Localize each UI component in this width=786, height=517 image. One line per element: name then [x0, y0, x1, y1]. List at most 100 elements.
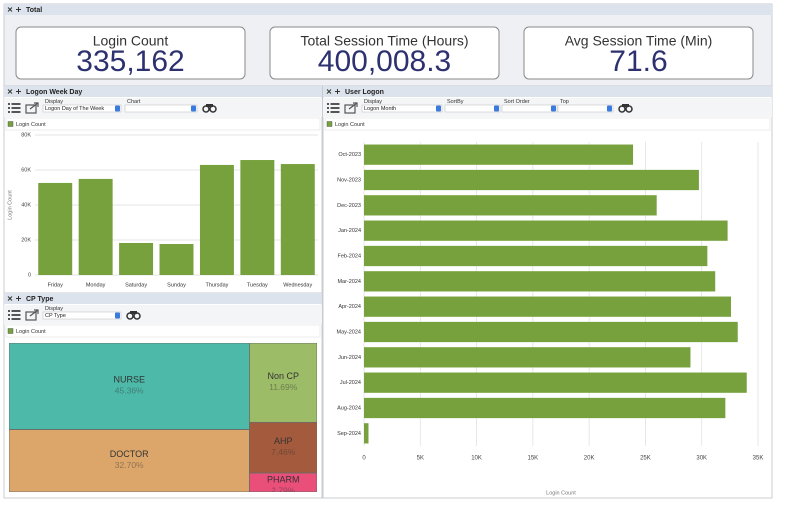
search-button[interactable]	[618, 104, 633, 113]
dropdown[interactable]	[557, 104, 614, 113]
icon	[327, 103, 329, 105]
icon	[11, 103, 21, 105]
dropdown-box	[124, 104, 198, 113]
panel-header	[4, 293, 322, 304]
close-button[interactable]	[7, 7, 13, 12]
export-button[interactable]	[25, 309, 39, 321]
icon	[348, 102, 358, 110]
y-tick-label: 20K	[21, 237, 31, 243]
export-button[interactable]	[344, 102, 358, 114]
treemap-cell[interactable]	[249, 421, 317, 474]
dropdown[interactable]	[444, 104, 501, 113]
dropdown[interactable]	[501, 104, 558, 113]
kpi-value: 335,162	[76, 45, 184, 78]
add-button[interactable]	[335, 89, 340, 94]
icon	[25, 104, 37, 114]
y-tick-label: Feb-2024	[337, 253, 361, 259]
bar	[240, 160, 275, 275]
icon	[326, 89, 332, 94]
icon	[327, 107, 329, 109]
dropdown[interactable]	[124, 104, 198, 113]
bar	[364, 397, 726, 419]
x-tick-label: 5K	[417, 456, 424, 462]
kpi-label: Avg Session Time (Min)	[565, 33, 713, 49]
bar	[364, 245, 708, 267]
dropdown[interactable]: Logon Day of The Week	[42, 104, 122, 113]
dropdown-arrow	[494, 105, 499, 112]
control-label: SortBy	[447, 99, 464, 105]
dropdown[interactable]: CP Type	[42, 311, 122, 320]
icon	[11, 111, 21, 113]
search-button[interactable]	[202, 104, 217, 113]
list-button[interactable]	[8, 103, 21, 113]
control-label: Display	[45, 99, 63, 105]
legend-box	[5, 324, 321, 338]
x-tick-label: Saturday	[125, 282, 147, 288]
close-button[interactable]	[326, 89, 332, 94]
icon	[8, 310, 10, 312]
panel-header	[323, 86, 772, 97]
dropdown-value: CP Type	[45, 313, 66, 319]
close-button[interactable]	[7, 296, 13, 301]
bar	[78, 178, 113, 275]
icon	[11, 107, 21, 109]
legend-label: Login Count	[16, 122, 46, 128]
icon	[330, 111, 340, 113]
add-button[interactable]	[16, 7, 21, 12]
add-button[interactable]	[16, 89, 21, 94]
dropdown[interactable]: Logon Month	[361, 104, 443, 113]
treemap-cell[interactable]	[9, 429, 250, 492]
export-button[interactable]	[25, 102, 39, 114]
cell-value: 7.46%	[271, 447, 296, 457]
treemap-cell[interactable]	[249, 343, 317, 423]
x-tick-label: 35K	[753, 456, 764, 462]
kpi-card	[15, 26, 246, 80]
panel-header	[4, 4, 772, 15]
y-tick-label: Sep-2024	[337, 431, 361, 437]
control-label: Display	[364, 99, 382, 105]
bar	[199, 164, 234, 275]
control-label: Sort Order	[504, 99, 530, 105]
legend-swatch	[7, 328, 14, 334]
legend-swatch	[326, 121, 333, 127]
icon	[7, 7, 13, 12]
x-tick-label: Friday	[48, 282, 64, 288]
icon	[8, 107, 10, 109]
bar	[364, 220, 728, 241]
list-button[interactable]	[327, 103, 340, 113]
y-tick-label: Mar-2024	[337, 279, 361, 285]
add-button[interactable]	[16, 296, 21, 301]
close-button[interactable]	[7, 89, 13, 94]
y-tick-label: 80K	[21, 132, 31, 138]
dropdown-arrow	[191, 105, 196, 112]
icon	[327, 111, 329, 113]
search-button[interactable]	[126, 311, 141, 320]
y-tick-label: Oct-2023	[338, 152, 361, 158]
legend-label: Login Count	[335, 122, 365, 128]
bar	[364, 296, 731, 317]
cell-value: 32.70%	[115, 460, 144, 470]
cell-label: DOCTOR	[110, 449, 149, 459]
kpi-label: Total Session Time (Hours)	[300, 33, 468, 49]
bar	[364, 372, 747, 393]
treemap-cell[interactable]	[249, 472, 317, 492]
y-tick-label: Aug-2024	[337, 405, 361, 411]
icon	[8, 318, 10, 320]
y-tick-label: Dec-2023	[337, 203, 361, 209]
list-button[interactable]	[8, 310, 21, 320]
icon	[8, 314, 10, 316]
bar	[364, 169, 699, 191]
x-tick-label: Sunday	[167, 282, 186, 288]
x-tick-label: 10K	[471, 456, 482, 462]
dropdown-arrow	[607, 105, 612, 112]
dropdown-arrow	[115, 105, 120, 112]
icon	[8, 103, 10, 105]
y-tick-label: 0	[28, 272, 31, 278]
icon	[29, 102, 39, 110]
legend-label: Login Count	[16, 329, 46, 335]
x-axis-title: Login Count	[546, 490, 576, 496]
x-tick-label: Thursday	[205, 282, 228, 288]
y-tick-label: Apr-2024	[338, 304, 361, 310]
